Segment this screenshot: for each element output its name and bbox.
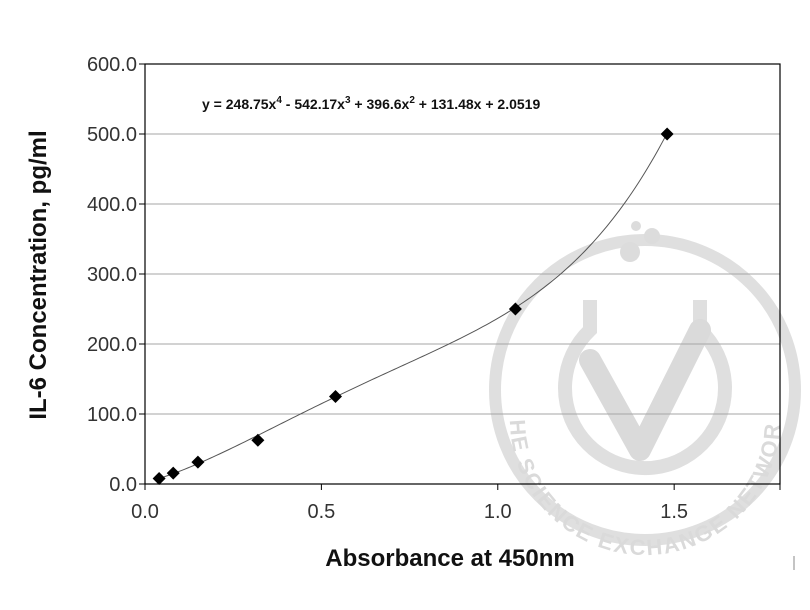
watermark-flask-icon bbox=[558, 300, 732, 476]
trendline bbox=[158, 132, 668, 479]
watermark-outer-ring-icon bbox=[489, 234, 801, 546]
watermark-checkmark-icon bbox=[579, 319, 711, 461]
data-point bbox=[166, 466, 180, 480]
tick-marks bbox=[139, 63, 781, 490]
gridlines bbox=[145, 133, 780, 415]
data-point bbox=[660, 127, 674, 141]
y-tick-labels: 0.0 100.0 200.0 300.0 400.0 500.0 600.0 bbox=[87, 54, 137, 496]
data-point bbox=[329, 390, 342, 403]
data-point bbox=[508, 302, 522, 316]
x-tick-label: 0.5 bbox=[307, 501, 335, 523]
y-tick-label: 200.0 bbox=[87, 334, 137, 356]
y-tick-label: 600.0 bbox=[87, 54, 137, 76]
y-tick-label: 400.0 bbox=[87, 194, 137, 216]
x-tick-labels: 0.0 0.5 1.0 1.5 bbox=[131, 501, 688, 523]
data-point bbox=[191, 455, 205, 469]
x-tick-label: 1.5 bbox=[660, 501, 688, 523]
y-axis-title: IL-6 Concentration, pg/ml bbox=[25, 130, 52, 419]
trendline-equation: y = 248.75x4 - 542.17x3 + 396.6x2 + 131.… bbox=[202, 95, 540, 112]
trendline-layer bbox=[158, 132, 668, 479]
data-point bbox=[251, 433, 265, 447]
watermark-bubble-icon bbox=[631, 221, 641, 231]
y-tick-label: 500.0 bbox=[87, 124, 137, 146]
x-axis-title: Absorbance at 450nm bbox=[325, 545, 574, 572]
x-tick-label: 0.0 bbox=[131, 501, 159, 523]
watermark-bubble-icon bbox=[644, 228, 660, 244]
y-tick-label: 0.0 bbox=[109, 474, 137, 496]
y-tick-label: 100.0 bbox=[87, 404, 137, 426]
data-point bbox=[152, 472, 166, 486]
data-points bbox=[152, 127, 674, 486]
x-tick-label: 1.0 bbox=[484, 501, 512, 523]
watermark-bubble-icon bbox=[620, 242, 640, 262]
y-tick-label: 300.0 bbox=[87, 264, 137, 286]
